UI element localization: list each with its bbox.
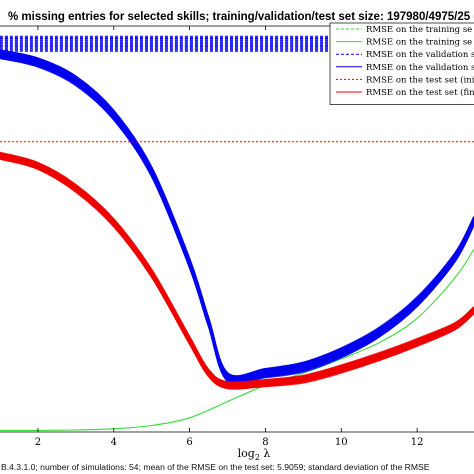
legend-item: RMSE on the training se [336,38,472,48]
legend-item: RMSE on the test set (fina [336,87,474,98]
legend-box [329,22,474,105]
x-tick-label: 8 [262,437,268,448]
legend-label: RMSE on the training se [366,38,472,48]
band-layer [0,35,474,52]
series-0 [0,248,474,431]
legend-label: RMSE on the training se [366,25,472,35]
series-2 [0,49,474,386]
legend: RMSE on the training se RMSE on the train… [329,22,474,105]
legend-item: RMSE on the test set (initi [336,74,474,85]
plot-area: 2 4 6 8 10 12 [0,25,474,448]
x-tick-label: 6 [186,437,192,448]
legend-item: RMSE on the training se [336,25,472,35]
series-line-run [0,57,474,386]
chart-footer: B.4.3.1.0; number of simulations: 54; me… [1,462,430,472]
series-4 [0,151,474,390]
legend-item: RMSE on the validation se [336,50,474,60]
x-tick-label: 2 [35,437,41,448]
x-axis-label: log2 λ [238,447,271,462]
legend-label: RMSE on the test set (fina [366,87,474,98]
x-tick-label: 4 [111,437,117,448]
legend-items: RMSE on the training se RMSE on the train… [336,25,474,98]
x-tick-label: 10 [335,437,348,448]
legend-label: RMSE on the validation se [366,63,474,73]
series-line-run [0,157,474,390]
chart-title: % missing entries for selected skills; t… [8,11,474,23]
legend-label: RMSE on the test set (initi [366,74,474,85]
legend-label: RMSE on the validation se [366,50,474,60]
x-tick-label: 12 [411,437,424,448]
series-line [0,248,474,431]
series-layer [0,49,474,431]
legend-item: RMSE on the validation se [336,63,474,73]
